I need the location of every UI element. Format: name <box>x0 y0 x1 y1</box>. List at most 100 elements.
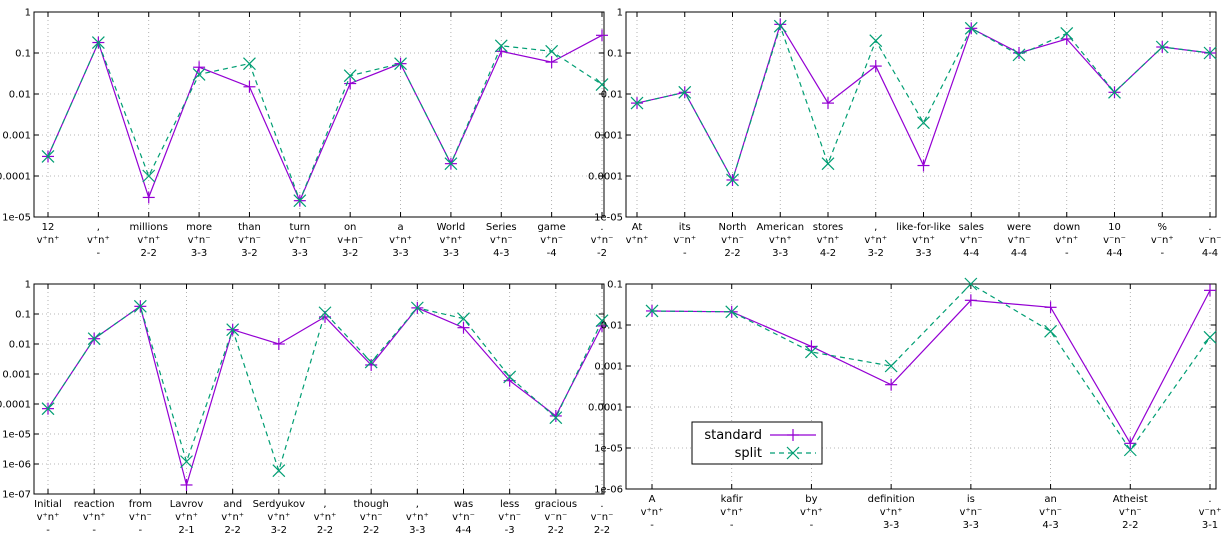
legend-label-standard: standard <box>704 428 762 443</box>
x-code-label: 2-2 <box>224 525 240 536</box>
x-sign-label: v⁺n⁻ <box>452 512 475 523</box>
data-point-standard <box>142 191 155 204</box>
data-point-split <box>645 304 659 318</box>
data-point-standard <box>1204 284 1216 297</box>
x-code-label: 4-4 <box>455 525 471 536</box>
x-code-label: 3-2 <box>868 248 884 259</box>
x-category-label: Lavrov <box>170 499 204 510</box>
x-sign-label: v⁺n⁺ <box>864 235 887 246</box>
data-point-split <box>41 150 55 163</box>
data-point-split <box>595 78 609 91</box>
x-sign-label: v⁺n⁻ <box>1039 507 1062 518</box>
x-sign-label: v⁺n⁺ <box>720 507 743 518</box>
data-point-split <box>87 332 101 346</box>
x-sign-label: v⁻n⁺ <box>1199 507 1222 518</box>
data-point-split <box>1203 330 1217 344</box>
series-split <box>41 299 609 478</box>
data-point-standard <box>180 478 193 491</box>
y-tick-label: 0.01 <box>9 90 31 101</box>
data-point-split <box>821 157 835 171</box>
x-sign-label: v⁺n⁺ <box>641 507 664 518</box>
x-category-label: % <box>1157 222 1167 233</box>
data-point-split <box>1012 48 1026 62</box>
chart-panel-4: 1e-06 1e-05 0.0001 0.001 0.01 0.1 Av⁺n⁺ - kafir v… <box>588 277 1222 531</box>
data-point-split <box>630 96 644 110</box>
x-sign-label: v⁺n⁻ <box>288 235 311 246</box>
x-category-label: from <box>129 499 152 510</box>
x-sign-label: v⁺n⁺ <box>314 512 337 523</box>
series-line-split <box>651 283 1211 451</box>
data-point-standard <box>869 60 882 73</box>
data-point-split <box>293 194 307 208</box>
y-tick-label: 1e-05 <box>2 430 31 441</box>
x-sign-label: v⁺n⁺ <box>440 235 463 246</box>
x-sign-label: v⁺n⁺ <box>880 507 903 518</box>
x-category-label: , <box>323 499 326 510</box>
data-point-standard <box>885 378 898 391</box>
y-tick-label: 1 <box>25 280 31 291</box>
y-tick-label: 0.0001 <box>588 403 623 414</box>
series-split <box>630 19 1217 187</box>
x-sign-label: v⁺n⁺ <box>267 512 290 523</box>
x-category-label: by <box>805 494 817 505</box>
x-category-label: Series <box>486 222 517 233</box>
data-point-split <box>869 34 883 48</box>
x-category-label: on <box>344 222 356 233</box>
data-point-split <box>91 36 105 49</box>
data-point-standard <box>822 97 834 110</box>
data-point-split <box>142 169 156 183</box>
x-sign-label: v+n⁻ <box>337 235 363 246</box>
x-code-label: - <box>97 248 101 259</box>
x-code-label: 3-3 <box>392 248 408 259</box>
x-sign-label: v⁺n⁻ <box>360 512 383 523</box>
plot-frame <box>33 283 605 495</box>
x-category-label: 12 <box>42 222 55 233</box>
x-code-label: - <box>650 520 654 531</box>
data-point-standard <box>272 338 285 350</box>
x-category-label: . <box>600 499 603 510</box>
x-category-label: 10 <box>1108 222 1121 233</box>
x-category-label: sales <box>959 222 984 233</box>
x-code-label: 4-4 <box>1106 248 1122 259</box>
data-point-split <box>964 277 978 291</box>
legend-box <box>691 421 823 465</box>
data-point-standard <box>549 409 562 422</box>
data-point-split <box>243 57 256 71</box>
x-code-label: 3-1 <box>1202 520 1218 531</box>
data-point-split <box>1044 324 1057 338</box>
plot-frame <box>625 283 1217 490</box>
x-code-label: 3-3 <box>409 525 425 536</box>
x-sign-label: v⁺n⁺ <box>389 235 412 246</box>
data-point-split <box>678 85 692 99</box>
x-category-label: an <box>1044 494 1056 505</box>
x-category-label: game <box>537 222 565 233</box>
data-point-split <box>595 314 609 328</box>
data-point-split <box>1060 27 1074 40</box>
series-standard <box>42 29 608 207</box>
chart-panel-1: 1e-05 0.0001 0.001 0.01 0.1 1 12 v⁺n⁺, v⁺n⁺ - mill… <box>0 8 613 260</box>
y-tick-label: 0.1 <box>607 280 623 291</box>
data-point-split <box>726 173 739 187</box>
x-sign-label: v⁺n⁻ <box>129 512 152 523</box>
x-sign-label: v⁺n⁻ <box>498 512 521 523</box>
x-category-label: kafir <box>721 494 744 505</box>
data-point-split <box>549 411 563 425</box>
data-point-standard <box>243 80 256 93</box>
y-tick-label: 0.001 <box>594 362 623 373</box>
x-sign-label: v⁻n⁻ <box>1199 235 1222 246</box>
x-sign-label: v⁺n⁻ <box>721 235 744 246</box>
plot-frame <box>625 11 1217 218</box>
data-point-split <box>41 402 55 416</box>
y-tick-label: 0.1 <box>15 310 31 321</box>
x-category-label: less <box>500 499 519 510</box>
chart-panel-2: 1e-05 0.0001 0.001 0.01 0.1 1 At v⁺n⁺ its v⁻n⁺ - No… <box>588 8 1222 260</box>
x-category-label: millions <box>129 222 168 233</box>
x-category-label: , <box>874 222 877 233</box>
data-point-standard <box>344 77 357 90</box>
x-sign-label: v⁺n⁻ <box>540 235 563 246</box>
x-code-label: -2 <box>597 248 607 259</box>
x-code-label: 3-3 <box>772 248 788 259</box>
x-code-label: 4-3 <box>1042 520 1058 531</box>
x-sign-label: v⁺n⁺ <box>175 512 198 523</box>
x-code-label: 2-2 <box>1122 520 1138 531</box>
